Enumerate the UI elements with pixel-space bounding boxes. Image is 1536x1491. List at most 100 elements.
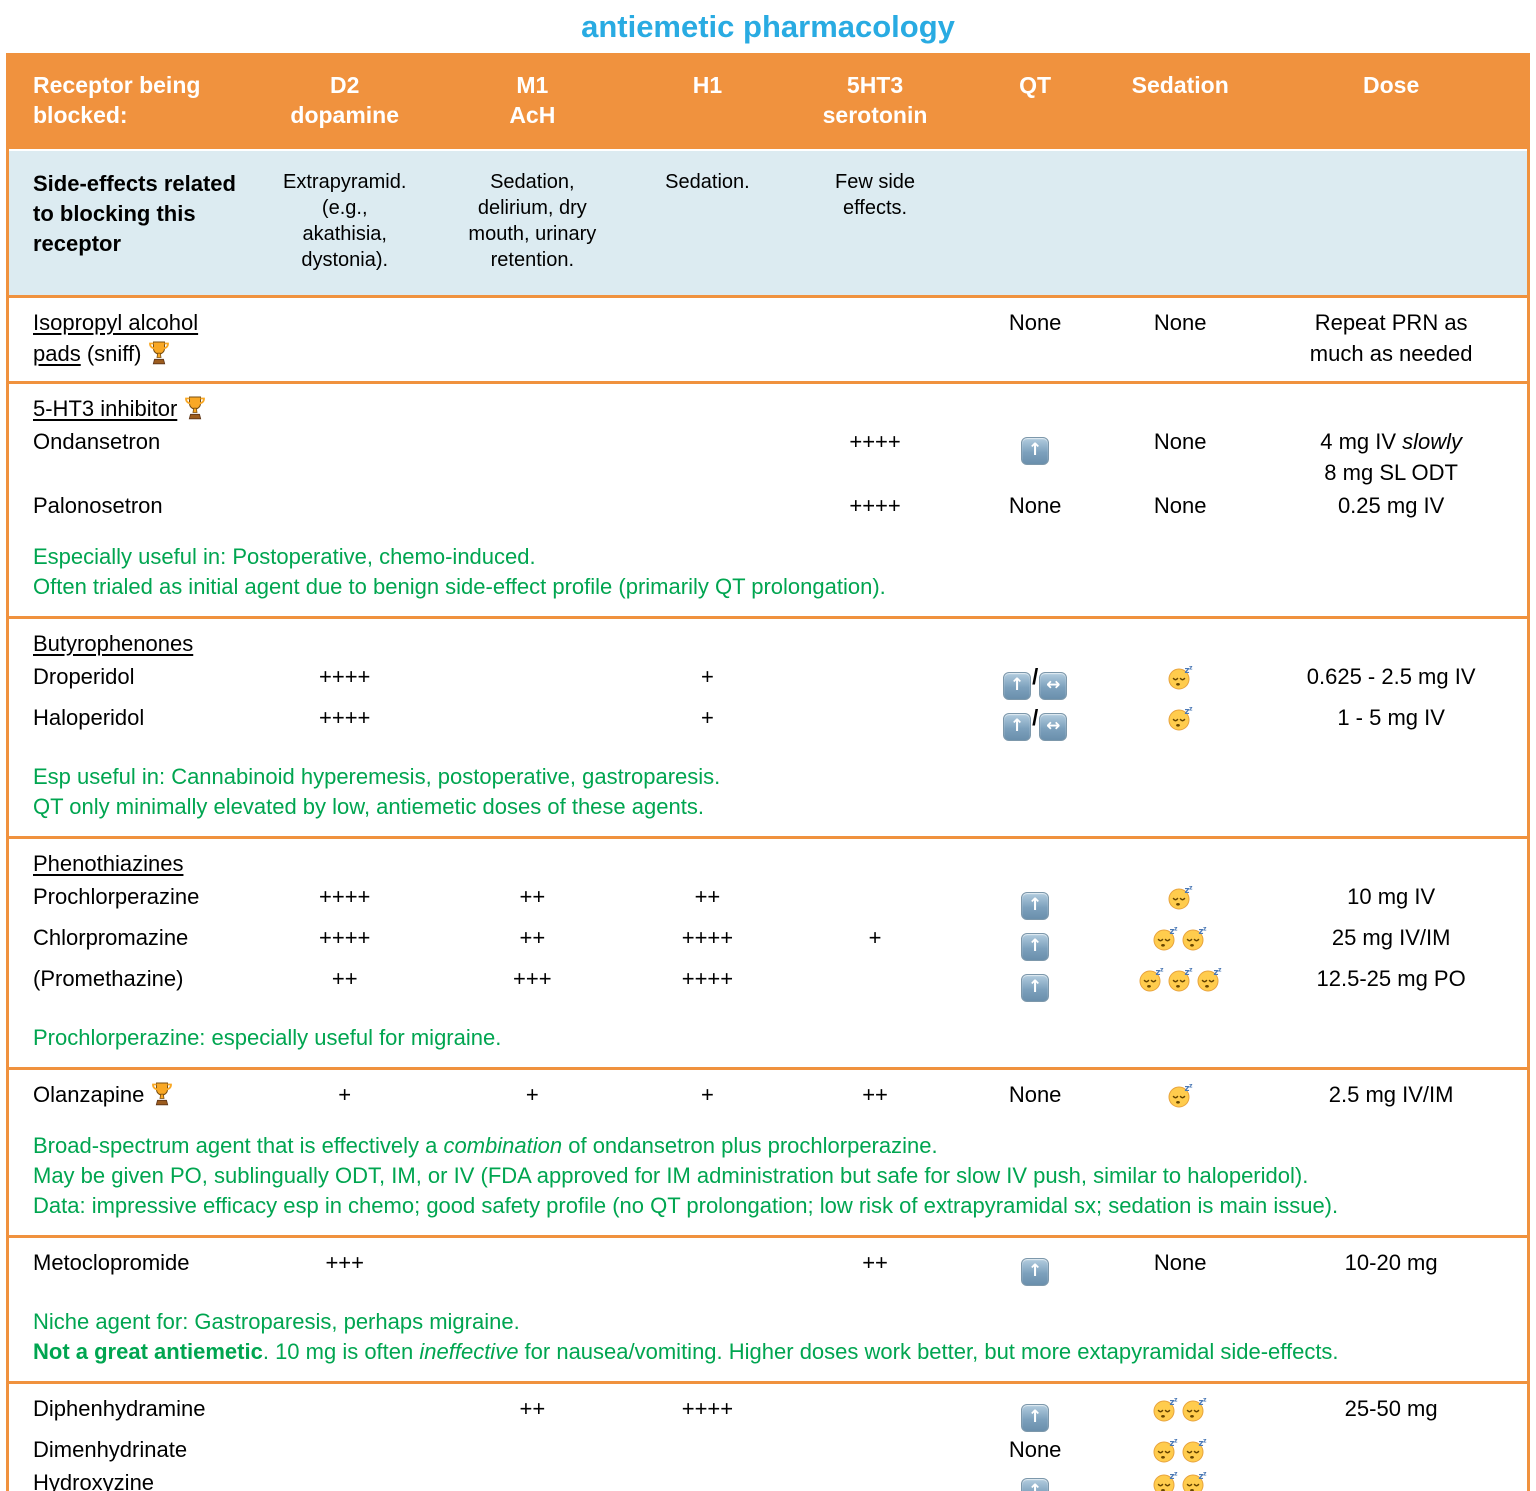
qt-up-icon: ↑ bbox=[1021, 437, 1050, 465]
svg-text:z: z bbox=[1170, 1472, 1175, 1482]
svg-text:z: z bbox=[1174, 1397, 1178, 1404]
section-isopropyl: Isopropyl alcohol pads (sniff) None None Re… bbox=[7, 296, 1529, 383]
svg-text:z: z bbox=[1174, 926, 1178, 933]
trophy-icon bbox=[149, 341, 170, 365]
qt-left-right-icon: ↔ bbox=[1039, 672, 1068, 700]
cell-ht3 bbox=[785, 961, 965, 1002]
notes-row: Especially useful in: Postoperative, che… bbox=[8, 521, 1529, 618]
cell-d2 bbox=[255, 1432, 435, 1465]
cell-ht3 bbox=[785, 1465, 965, 1491]
cell-m1 bbox=[435, 618, 630, 660]
drug-name-cell: Dimenhydrinate bbox=[33, 1437, 188, 1462]
cell-qt bbox=[965, 383, 1105, 425]
cell-m1 bbox=[435, 488, 630, 521]
table-row: Diphenhydramine ++ ++++ ↑ z z z z 25-50 mg bbox=[8, 1383, 1529, 1432]
cell-qt: None bbox=[1008, 1082, 1062, 1107]
notes-row: Esp useful in: Cannabinoid hyperemesis, … bbox=[8, 741, 1529, 838]
note-line: Not a great antiemetic. 10 mg is often i… bbox=[33, 1339, 1339, 1364]
cell-h1 bbox=[630, 297, 785, 383]
cell-d2: +++ bbox=[325, 1250, 364, 1275]
svg-text:z: z bbox=[1213, 968, 1218, 978]
table-row: Ondansetron ++++ ↑ None 4 mg IV slowly 8 mg S… bbox=[8, 424, 1529, 488]
cell-m1 bbox=[435, 659, 630, 700]
cell-qt: ↑ / ↔ bbox=[965, 659, 1105, 700]
section-antihistamines: Diphenhydramine ++ ++++ ↑ z z z z 25-50 mg Dimenh… bbox=[7, 1382, 1529, 1491]
cell-qt: ↑ bbox=[965, 1465, 1105, 1491]
cell-sedation bbox=[1105, 618, 1255, 660]
qt-up-icon: ↑ bbox=[1021, 1258, 1050, 1286]
cell-dose: 0.625 - 2.5 mg IV bbox=[1306, 664, 1476, 689]
drug-name-cell: Olanzapine bbox=[8, 1069, 255, 1111]
cell-m1 bbox=[435, 1465, 630, 1491]
cell-h1 bbox=[630, 1465, 785, 1491]
cell-h1: ++++ bbox=[681, 1396, 734, 1421]
svg-text:z: z bbox=[1174, 1438, 1178, 1445]
cell-d2: ++ bbox=[331, 966, 358, 991]
notes-row: Broad-spectrum agent that is effectively… bbox=[8, 1110, 1529, 1237]
cell-dose: 1 - 5 mg IV bbox=[1337, 705, 1445, 730]
side-effects-row: Side-effects related to blocking this re… bbox=[8, 150, 1529, 297]
section-metoclopromide: Metoclopromide +++ ++ ↑ None 10-20 mg Niche ag… bbox=[7, 1236, 1529, 1383]
cell-m1: ++ bbox=[519, 925, 546, 950]
cell-dose: 10-20 mg bbox=[1344, 1250, 1438, 1275]
cell-d2 bbox=[255, 1465, 435, 1491]
cell-dose bbox=[1255, 383, 1528, 425]
svg-text:z: z bbox=[1218, 967, 1222, 974]
drug-name-cell: Palonosetron bbox=[33, 493, 163, 518]
table-row: Isopropyl alcohol pads (sniff) None None Re… bbox=[8, 297, 1529, 383]
svg-text:z: z bbox=[1184, 1084, 1189, 1094]
cell-ht3 bbox=[785, 1432, 965, 1465]
cell-m1 bbox=[435, 838, 630, 880]
svg-text:z: z bbox=[1170, 927, 1175, 937]
cell-h1: ++++ bbox=[681, 925, 734, 950]
svg-text:z: z bbox=[1199, 927, 1204, 937]
cell-ht3 bbox=[785, 879, 965, 920]
cell-h1 bbox=[630, 424, 785, 488]
trophy-icon bbox=[185, 396, 206, 420]
note-line: Esp useful in: Cannabinoid hyperemesis, … bbox=[33, 764, 721, 789]
slash-separator: / bbox=[1032, 705, 1039, 730]
cell-qt bbox=[965, 618, 1105, 660]
trophy-icon bbox=[152, 1082, 173, 1106]
table-row: Prochlorperazine ++++ ++ ++ ↑ z z 10 mg IV bbox=[8, 879, 1529, 920]
cell-dose: 10 mg IV bbox=[1347, 884, 1436, 909]
notes-cell: Especially useful in: Postoperative, che… bbox=[8, 521, 1529, 618]
cell-ht3: ++++ bbox=[849, 493, 901, 518]
side-effects-d2: Extrapyramid. (e.g., akathisia, dystonia). bbox=[283, 171, 407, 271]
cell-d2: ++++ bbox=[319, 925, 371, 950]
svg-text:z: z bbox=[1189, 885, 1193, 892]
qt-up-icon: ↑ bbox=[1003, 713, 1032, 741]
cell-d2: ++++ bbox=[319, 705, 371, 730]
cell-sedation bbox=[1105, 383, 1255, 425]
side-effects-m1: Sedation, delirium, dry mouth, urinary rete… bbox=[468, 171, 597, 271]
notes-row: Prochlorperazine: especially useful for … bbox=[8, 1002, 1529, 1069]
cell-qt: ↑ / ↔ bbox=[965, 700, 1105, 741]
cell-qt: ↑ bbox=[965, 1237, 1105, 1286]
svg-text:z: z bbox=[1170, 1439, 1175, 1449]
svg-text:z: z bbox=[1203, 1438, 1207, 1445]
drug-name-cell: 5-HT3 inhibitor bbox=[8, 383, 255, 425]
drug-name-cell: Diphenhydramine bbox=[33, 1396, 206, 1421]
cell-m1: ++ bbox=[519, 884, 546, 909]
cell-ht3 bbox=[785, 297, 965, 383]
cell-d2 bbox=[255, 383, 435, 425]
notes-cell: Broad-spectrum agent that is effectively… bbox=[8, 1110, 1529, 1237]
cell-sedation: None bbox=[1153, 310, 1207, 335]
cell-d2 bbox=[255, 424, 435, 488]
svg-text:z: z bbox=[1199, 1439, 1204, 1449]
cell-m1 bbox=[435, 424, 630, 488]
drug-name-cell: (Promethazine) bbox=[33, 966, 184, 991]
cell-ht3 bbox=[785, 383, 965, 425]
cell-m1: ++ bbox=[519, 1396, 546, 1421]
svg-text:z: z bbox=[1189, 967, 1193, 974]
cell-qt: ↑ bbox=[965, 920, 1105, 961]
col-header-sedation: Sedation bbox=[1105, 54, 1256, 151]
note-line: May be given PO, sublingually ODT, IM, o… bbox=[33, 1163, 1309, 1188]
